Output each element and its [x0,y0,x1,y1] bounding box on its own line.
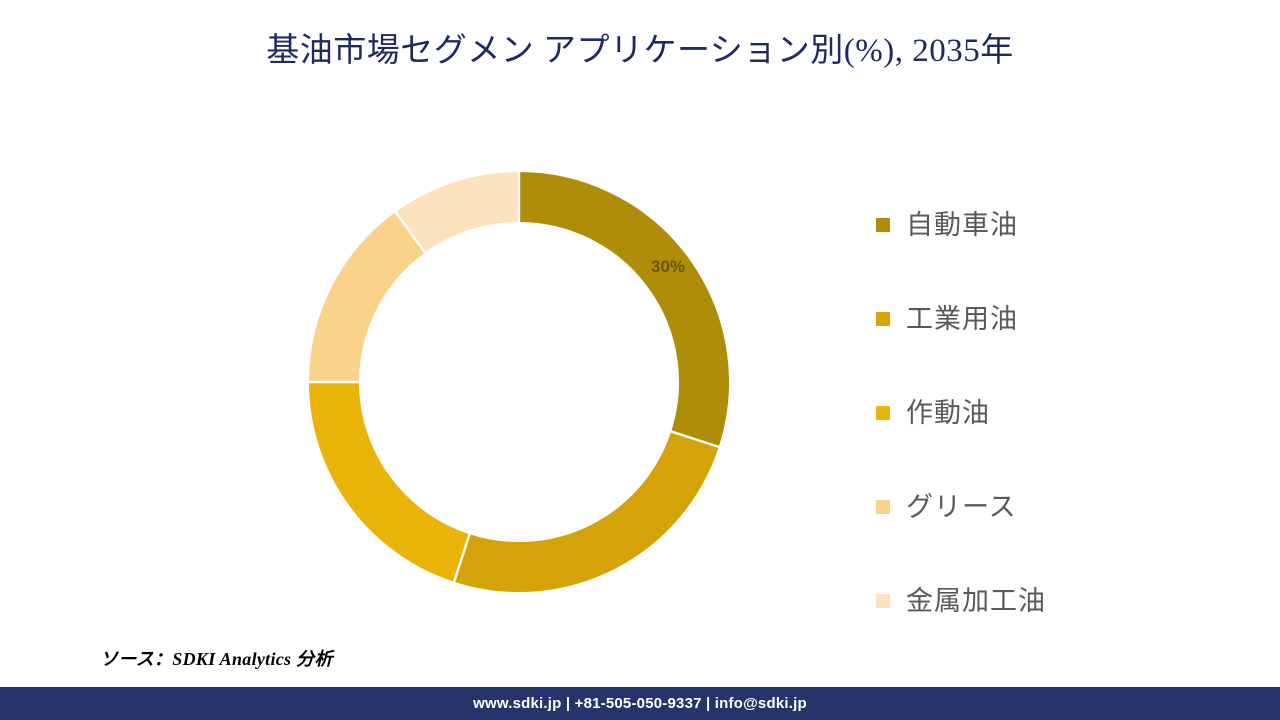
legend-item-label: 工業用油 [906,304,1018,334]
legend-item-hydraulic-oil[interactable]: 作動油 [876,366,1206,460]
footer-contact-text: www.sdki.jp | +81-505-050-9337 | info@sd… [473,695,807,712]
legend-item-label: グリース [906,492,1017,522]
legend-item-industrial-oil[interactable]: 工業用油 [876,272,1206,366]
donut-slice[interactable] [454,430,719,592]
donut-slice-divider [394,211,426,254]
legend-swatch-icon [876,406,890,420]
legend-item-automotive-oil[interactable]: 自動車油 [876,178,1206,272]
legend-item-metalworking-fluid[interactable]: 金属加工油 [876,554,1206,648]
source-note: ソース：SDKI Analytics 分析 [100,649,333,669]
data-label-automotive-oil: 30% [651,257,686,276]
chart-legend: 自動車油 工業用油 作動油 グリース 金属加工油 [876,178,1206,648]
donut-slice[interactable] [395,172,520,253]
legend-swatch-icon [876,500,890,514]
donut-slice[interactable] [518,172,729,447]
legend-swatch-icon [876,312,890,326]
legend-item-label: 金属加工油 [906,586,1046,616]
legend-item-label: 自動車油 [906,210,1018,240]
donut-slice[interactable] [309,381,471,582]
donut-slice-group [309,172,729,592]
legend-swatch-icon [876,218,890,232]
donut-slice-divider [670,430,720,449]
legend-swatch-icon [876,594,890,608]
donut-slice[interactable] [309,212,426,383]
donut-chart [309,172,729,592]
legend-item-label: 作動油 [906,398,990,428]
page-title: 基油市場セグメン アプリケーション別(%), 2035年 [266,33,1014,69]
donut-slice-divider [452,533,471,583]
legend-item-grease[interactable]: グリース [876,460,1206,554]
footer-bar: www.sdki.jp | +81-505-050-9337 | info@sd… [0,687,1280,720]
donut-chart-svg [309,172,729,592]
